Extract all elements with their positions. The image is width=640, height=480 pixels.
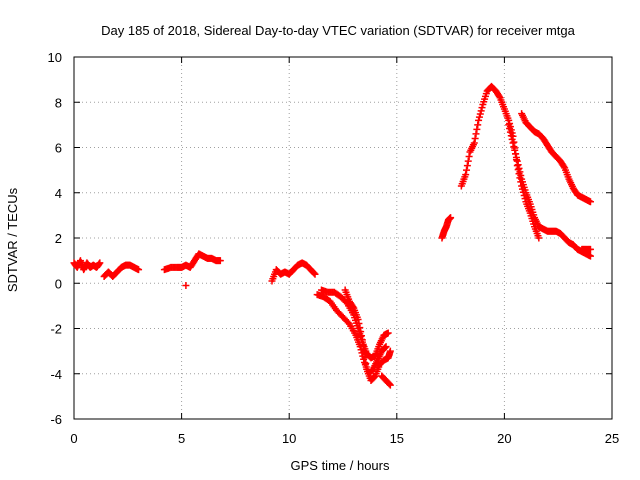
- data-point: [470, 139, 478, 147]
- series-seg1: [70, 257, 104, 274]
- data-point: [465, 153, 473, 161]
- data-point: [355, 320, 363, 328]
- data-point: [349, 303, 357, 311]
- plot-frame: [73, 56, 613, 420]
- x-tick-label: 20: [497, 431, 511, 446]
- data-point: [360, 348, 368, 356]
- x-tick-label: 15: [390, 431, 404, 446]
- series-seg12: [518, 110, 594, 206]
- data-point: [586, 245, 594, 253]
- y-tick-label: -4: [50, 367, 62, 382]
- data-point: [385, 380, 393, 388]
- data-point: [512, 150, 520, 158]
- chart-title: Day 185 of 2018, Sidereal Day-to-day VTE…: [101, 23, 575, 38]
- data-point: [509, 139, 517, 147]
- series-seg7: [341, 286, 394, 385]
- data-point: [512, 153, 520, 161]
- series-seg8: [378, 372, 394, 389]
- data-point: [506, 128, 514, 136]
- data-point: [386, 381, 394, 389]
- data-point: [477, 107, 485, 115]
- y-tick-label: 0: [55, 276, 62, 291]
- y-axis-label: SDTVAR / TECUs: [5, 187, 20, 292]
- data-point: [384, 329, 392, 337]
- data-point: [386, 347, 394, 355]
- data-point: [560, 163, 568, 171]
- series-seg11: [505, 121, 594, 260]
- data-point: [471, 134, 479, 142]
- data-point: [513, 157, 521, 165]
- data-point: [354, 315, 362, 323]
- y-tick-label: -6: [50, 412, 62, 427]
- data-point: [447, 214, 455, 222]
- x-tick-label: 25: [605, 431, 619, 446]
- data-point: [495, 92, 503, 100]
- data-point: [361, 353, 369, 361]
- y-tick-label: 2: [55, 231, 62, 246]
- data-point: [311, 270, 319, 278]
- y-tick-label: 10: [48, 50, 62, 65]
- y-tick-label: 8: [55, 95, 62, 110]
- data-point: [516, 168, 524, 176]
- data-point: [474, 121, 482, 129]
- x-tick-label: 5: [178, 431, 185, 446]
- y-tick-label: 4: [55, 186, 62, 201]
- series-seg9: [438, 214, 455, 242]
- data-point: [135, 266, 143, 274]
- data-point: [514, 161, 522, 169]
- data-point: [478, 104, 486, 112]
- data-point: [358, 332, 366, 340]
- x-axis-label: GPS time / hours: [291, 458, 390, 473]
- series-seg13: [578, 245, 594, 253]
- data-point: [381, 344, 389, 352]
- data-point: [473, 125, 481, 133]
- data-point: [359, 342, 367, 350]
- data-point: [515, 164, 523, 172]
- data-point: [344, 319, 352, 327]
- data-point: [511, 146, 519, 154]
- data-point: [505, 121, 513, 129]
- grid: [74, 57, 612, 419]
- data-point: [510, 143, 518, 151]
- data-point: [382, 343, 390, 351]
- data-point: [507, 132, 515, 140]
- data-point: [508, 135, 516, 143]
- data-point: [362, 359, 370, 367]
- data-point: [310, 269, 318, 277]
- data-point: [475, 116, 483, 124]
- data-point: [517, 172, 525, 180]
- data-point: [475, 113, 483, 121]
- data-point: [216, 257, 224, 265]
- data-point: [96, 259, 104, 267]
- data-point: [463, 162, 471, 170]
- data-point: [506, 124, 514, 132]
- data-point: [586, 198, 594, 206]
- data-point: [586, 252, 594, 260]
- axis-ticks: 0 5 10 15 20 25 -6 -4 -2 0 2 4 6 8 10: [48, 50, 620, 446]
- x-tick-label: 10: [282, 431, 296, 446]
- data-points: [70, 82, 594, 389]
- data-point: [464, 157, 472, 165]
- series-seg4: [268, 259, 319, 285]
- data-point: [476, 110, 484, 118]
- data-point: [357, 328, 365, 336]
- data-point: [463, 166, 471, 174]
- series-seg2: [100, 261, 143, 280]
- data-point: [462, 171, 470, 179]
- y-tick-label: -2: [50, 322, 62, 337]
- data-point: [535, 234, 543, 242]
- y-tick-label: 6: [55, 141, 62, 156]
- x-tick-label: 0: [70, 431, 77, 446]
- data-point: [356, 324, 364, 332]
- data-point: [358, 336, 366, 344]
- data-point: [182, 282, 190, 290]
- series-seg3: [160, 250, 224, 290]
- data-point: [472, 130, 480, 138]
